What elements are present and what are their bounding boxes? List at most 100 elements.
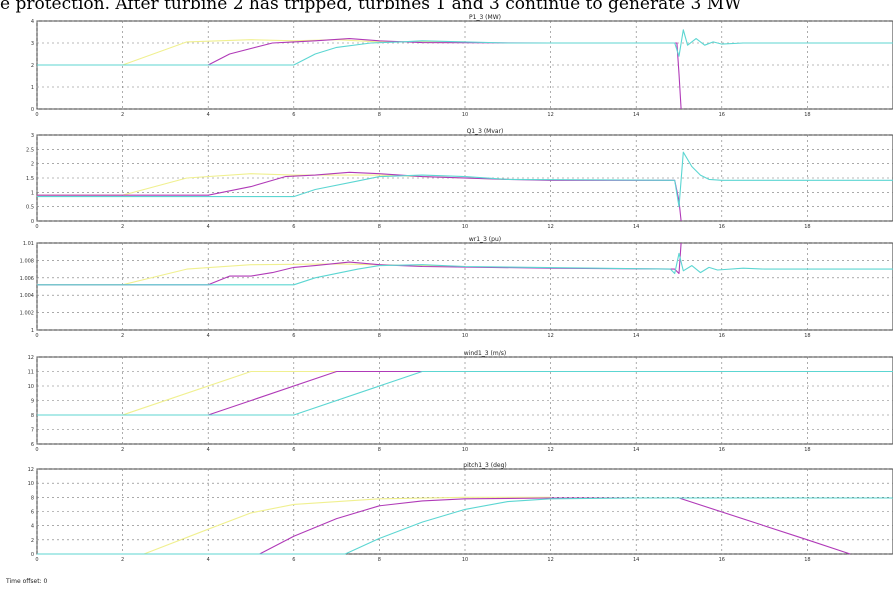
y-tick-label: 4 (31, 524, 34, 530)
x-tick-label: 14 (633, 557, 639, 563)
series-line (37, 370, 893, 416)
x-tick-label: 0 (35, 224, 38, 230)
series-line (37, 497, 851, 555)
y-tick-label: 1.008 (20, 258, 34, 264)
y-tick-label: 1.5 (26, 176, 34, 182)
series-line (37, 29, 893, 66)
plot-frame (36, 242, 893, 331)
x-tick-label: 10 (462, 333, 468, 339)
x-tick-label: 12 (547, 333, 553, 339)
y-tick-label: 2 (31, 162, 34, 168)
y-tick-label: 0 (31, 552, 34, 558)
x-tick-label: 6 (292, 224, 295, 230)
y-tick-label: 9 (31, 399, 34, 405)
x-tick-label: 0 (35, 333, 38, 339)
x-tick-label: 16 (719, 224, 725, 230)
x-tick-label: 18 (804, 333, 810, 339)
y-tick-label: 8 (31, 495, 34, 501)
x-tick-label: 6 (292, 557, 295, 563)
y-tick-label: 0.5 (26, 205, 34, 211)
plot-title: P1_3 (MW) (469, 14, 501, 21)
y-tick-label: 1.004 (20, 293, 34, 299)
y-tick-label: 10 (28, 384, 34, 390)
x-tick-label: 0 (35, 447, 38, 453)
x-tick-label: 8 (378, 447, 381, 453)
y-tick-label: 12 (28, 355, 34, 361)
x-tick-label: 2 (121, 557, 124, 563)
x-tick-label: 16 (719, 333, 725, 339)
y-tick-label: 2 (31, 63, 34, 69)
x-tick-label: 14 (633, 333, 639, 339)
plot-title: wind1_3 (m/s) (464, 350, 506, 357)
x-tick-label: 18 (804, 557, 810, 563)
y-tick-label: 3 (31, 41, 34, 47)
y-tick-label: 2.5 (26, 147, 34, 153)
y-tick-label: 1.01 (23, 241, 34, 247)
y-tick-label: 10 (28, 481, 34, 487)
x-tick-label: 12 (547, 112, 553, 118)
y-tick-label: 1.006 (20, 276, 34, 282)
y-tick-label: 0 (31, 107, 34, 113)
x-tick-label: 4 (207, 333, 210, 339)
series-line (37, 252, 893, 286)
x-tick-label: 2 (121, 333, 124, 339)
scope-panel: 0 0.5 1 1.5 2 2.5 3 0 2 4 6 8 10 12 14 16 18 Q1_3 (Mvar) (26, 128, 893, 230)
x-tick-label: 12 (547, 224, 553, 230)
x-tick-label: 14 (633, 224, 639, 230)
x-tick-label: 4 (207, 224, 210, 230)
x-tick-label: 6 (292, 333, 295, 339)
x-tick-label: 12 (547, 557, 553, 563)
x-tick-label: 10 (462, 224, 468, 230)
x-tick-label: 14 (633, 447, 639, 453)
y-tick-label: 11 (28, 370, 34, 376)
plot-title: Q1_3 (Mvar) (467, 128, 504, 135)
x-tick-label: 4 (207, 447, 210, 453)
plot-title: pitch1_3 (deg) (463, 462, 506, 469)
x-tick-label: 12 (547, 447, 553, 453)
scope-panel: 0 2 4 6 8 10 12 0 2 4 6 8 10 12 14 16 18 pitch1_3 (deg) (28, 462, 893, 563)
x-tick-label: 18 (804, 112, 810, 118)
x-tick-label: 8 (378, 557, 381, 563)
y-tick-label: 12 (28, 467, 34, 473)
y-tick-label: 3 (31, 133, 34, 139)
scope-panel: 1 1.002 1.004 1.006 1.008 1.01 0 2 4 6 8 10 12 14 16 18… (20, 236, 893, 339)
y-tick-label: 0 (31, 219, 34, 225)
x-tick-label: 10 (462, 557, 468, 563)
x-tick-label: 2 (121, 112, 124, 118)
y-tick-label: 4 (31, 19, 34, 25)
time-offset-label: Time offset: 0 (6, 578, 48, 585)
y-tick-label: 8 (31, 413, 34, 419)
x-tick-label: 14 (633, 112, 639, 118)
y-tick-label: 7 (31, 428, 34, 434)
scope-panel: 6 7 8 9 10 11 12 0 2 4 6 8 10 12 14 16 18 wind1_3 (m/s) (28, 350, 893, 453)
x-tick-label: 18 (804, 224, 810, 230)
x-tick-label: 16 (719, 112, 725, 118)
caption-text: e protection. After turbine 2 has trippe… (0, 0, 742, 14)
y-tick-label: 1.002 (20, 311, 34, 317)
x-tick-label: 6 (292, 112, 295, 118)
y-tick-label: 6 (31, 442, 34, 448)
x-tick-label: 10 (462, 112, 468, 118)
x-tick-label: 0 (35, 112, 38, 118)
x-tick-label: 10 (462, 447, 468, 453)
x-tick-label: 16 (719, 447, 725, 453)
y-tick-label: 2 (31, 538, 34, 544)
x-tick-label: 0 (35, 557, 38, 563)
x-tick-label: 8 (378, 112, 381, 118)
series-line (37, 496, 551, 555)
y-tick-label: 1 (31, 190, 34, 196)
plot-frame (36, 468, 893, 555)
series-line (37, 151, 893, 208)
x-tick-label: 4 (207, 557, 210, 563)
series-line (37, 497, 893, 555)
x-tick-label: 8 (378, 333, 381, 339)
y-tick-label: 1 (31, 85, 34, 91)
y-tick-label: 1 (31, 328, 34, 334)
x-tick-label: 2 (121, 447, 124, 453)
x-tick-label: 8 (378, 224, 381, 230)
y-tick-label: 6 (31, 510, 34, 516)
x-tick-label: 6 (292, 447, 295, 453)
x-tick-label: 18 (804, 447, 810, 453)
